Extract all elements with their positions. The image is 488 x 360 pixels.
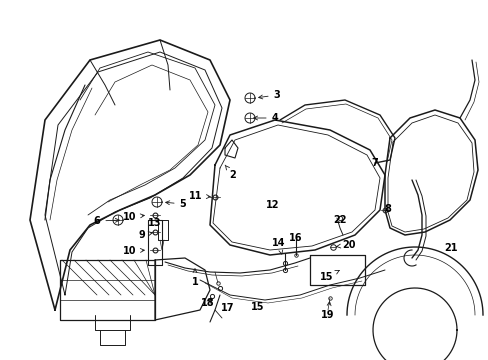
Text: 21: 21 (443, 243, 457, 253)
Text: 3: 3 (258, 90, 280, 100)
Text: 17: 17 (221, 303, 234, 313)
Text: 4: 4 (253, 113, 278, 123)
Text: 1: 1 (191, 269, 198, 287)
Text: 15: 15 (320, 270, 339, 282)
Text: 12: 12 (265, 200, 279, 210)
Text: 10: 10 (123, 246, 144, 256)
Text: 5: 5 (165, 199, 186, 209)
Text: 9: 9 (138, 230, 152, 240)
Text: 7: 7 (371, 158, 378, 168)
Text: 11: 11 (189, 191, 210, 201)
Text: 18: 18 (201, 298, 214, 308)
Text: 6: 6 (93, 216, 119, 226)
Text: 19: 19 (321, 302, 334, 320)
Text: 14: 14 (272, 238, 285, 254)
Text: 8: 8 (384, 204, 390, 214)
Text: 10: 10 (123, 212, 144, 222)
Text: 22: 22 (332, 215, 346, 225)
Text: 15: 15 (251, 302, 264, 312)
Text: 20: 20 (336, 240, 355, 250)
Text: 2: 2 (224, 165, 236, 180)
Text: 13: 13 (148, 218, 162, 228)
Text: 16: 16 (289, 233, 302, 243)
